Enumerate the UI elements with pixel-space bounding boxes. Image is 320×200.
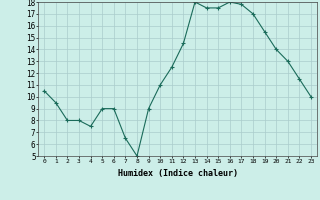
X-axis label: Humidex (Indice chaleur): Humidex (Indice chaleur) [118,169,238,178]
